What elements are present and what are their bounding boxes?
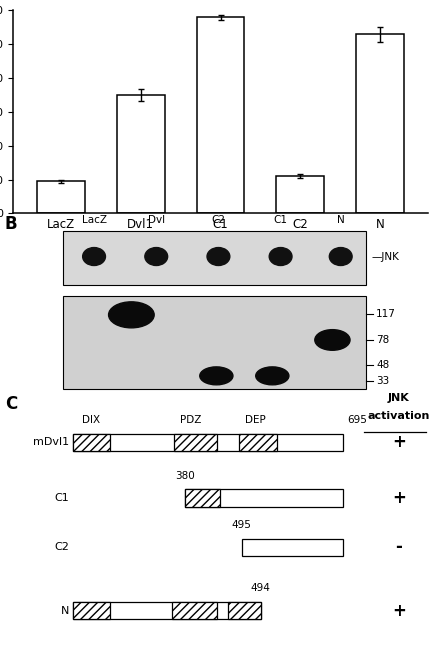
Bar [117,96,164,213]
Text: 380: 380 [175,471,195,481]
Text: -: - [395,538,402,556]
Text: DIX: DIX [82,415,100,425]
Text: 48: 48 [376,360,389,370]
Bar [242,539,343,556]
Text: 494: 494 [250,583,270,593]
Text: LacZ: LacZ [82,215,107,226]
Bar [63,231,366,285]
Text: C1: C1 [273,215,288,226]
Text: 695: 695 [347,415,367,425]
Text: 78: 78 [376,335,389,345]
Text: C: C [5,395,17,413]
Bar [172,602,217,619]
Bar [185,489,343,507]
Text: 117: 117 [376,309,396,319]
Bar [356,34,404,213]
Text: N: N [61,606,69,616]
Text: B: B [5,215,18,233]
Text: PDZ: PDZ [180,415,201,425]
Bar [239,434,277,451]
Text: +: + [392,434,406,451]
Text: Dvl: Dvl [148,215,165,226]
Ellipse shape [207,248,230,265]
Ellipse shape [200,367,233,385]
Ellipse shape [108,302,154,328]
Text: C2: C2 [54,543,69,552]
Bar [197,17,244,213]
Text: mDvl1: mDvl1 [33,437,69,447]
Bar [73,602,261,619]
Text: DEP: DEP [245,415,265,425]
Text: —JNK: —JNK [372,252,400,261]
Text: 33: 33 [376,376,389,386]
Bar [185,489,220,507]
Bar [63,296,366,389]
Bar [73,434,110,451]
Ellipse shape [329,248,352,265]
Ellipse shape [145,248,168,265]
Text: JNK: JNK [388,393,410,403]
Bar [174,434,217,451]
Text: N: N [337,215,344,226]
Text: C1: C1 [54,493,69,503]
Bar [228,602,261,619]
Ellipse shape [82,248,105,265]
Ellipse shape [269,248,292,265]
Bar [37,181,85,213]
Ellipse shape [256,367,289,385]
Text: +: + [392,489,406,507]
Text: +: + [392,601,406,619]
Bar [73,602,110,619]
Text: 495: 495 [232,520,252,530]
Text: C2: C2 [211,215,225,226]
Text: activation: activation [367,411,430,421]
Bar [73,434,343,451]
Ellipse shape [315,330,350,350]
Bar [277,176,324,213]
